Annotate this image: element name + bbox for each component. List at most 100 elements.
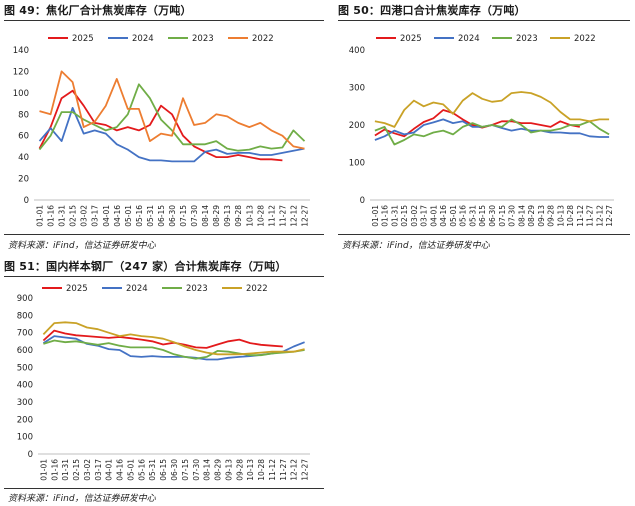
x-tick-label: 05-31	[148, 459, 157, 481]
x-tick-label: 10-28	[566, 205, 575, 227]
x-tick-label: 11-12	[268, 459, 277, 481]
x-tick-label: 01-01	[36, 205, 45, 227]
series-line-2022	[374, 91, 610, 128]
x-tick-label: 10-13	[556, 205, 565, 227]
x-tick-label: 05-31	[468, 205, 477, 227]
series-line-2024	[42, 335, 305, 361]
x-tick-label: 01-16	[50, 459, 59, 481]
x-tick-label: 07-15	[179, 205, 188, 227]
x-tick-label: 05-16	[459, 205, 468, 227]
y-tick-label: 300	[349, 84, 365, 94]
x-tick-label: 07-30	[192, 459, 201, 481]
y-tick-label: 600	[17, 346, 33, 356]
y-tick-label: 100	[17, 433, 33, 443]
x-tick-label: 08-14	[201, 205, 210, 227]
x-tick-label: 08-29	[212, 205, 221, 227]
x-tick-label: 08-14	[203, 459, 212, 481]
x-tick-label: 01-16	[381, 205, 390, 227]
x-tick-label: 07-15	[498, 205, 507, 227]
x-tick-label: 12-12	[595, 205, 604, 227]
x-tick-label: 06-30	[170, 459, 179, 481]
x-tick-label: 06-15	[159, 459, 168, 481]
x-tick-label: 01-01	[371, 205, 380, 227]
x-tick-label: 02-15	[72, 459, 81, 481]
y-tick-label: 120	[13, 67, 29, 77]
source-rule	[4, 234, 324, 235]
x-tick-label: 08-29	[527, 205, 536, 227]
x-tick-label: 05-31	[146, 205, 155, 227]
legend-label: 2025	[66, 284, 88, 294]
x-tick-label: 03-02	[410, 205, 419, 227]
y-tick-label: 100	[349, 159, 365, 169]
x-tick-label: 10-13	[245, 205, 254, 227]
y-tick-label: 60	[18, 132, 29, 142]
y-tick-label: 400	[17, 381, 33, 391]
series-line-2022	[42, 321, 305, 356]
title-rule	[338, 20, 630, 21]
source-rule	[338, 234, 630, 235]
legend-label: 2023	[186, 284, 208, 294]
x-tick-label: 09-13	[223, 205, 232, 227]
x-tick-label: 04-01	[102, 205, 111, 227]
y-tick-label: 100	[13, 89, 29, 99]
y-tick-label: 200	[17, 415, 33, 425]
figure-title: 图 50：四港口合计焦炭库存（万吨）	[338, 4, 526, 17]
x-tick-label: 04-16	[113, 205, 122, 227]
series-line-2023	[38, 83, 306, 152]
x-tick-label: 05-01	[124, 205, 133, 227]
legend-label: 2022	[574, 34, 596, 44]
y-tick-label: 700	[17, 329, 33, 339]
series-line-2023	[43, 339, 305, 360]
source-rule	[4, 488, 324, 489]
legend-label: 2022	[252, 34, 274, 44]
x-tick-label: 04-16	[439, 205, 448, 227]
x-tick-label: 07-30	[190, 205, 199, 227]
series-line-2025	[42, 329, 283, 349]
x-tick-label: 11-27	[586, 205, 595, 227]
title-rule	[4, 276, 324, 277]
x-tick-label: 11-27	[278, 205, 287, 227]
x-tick-label: 11-12	[267, 205, 276, 227]
series-line-2023	[374, 118, 610, 146]
figure-49-panel: 图 49：焦化厂合计焦炭库存（万吨） 0 20 40 60 80 100 120 140 01-…	[4, 2, 324, 252]
legend-label: 2024	[132, 34, 154, 44]
legend-label: 2024	[126, 284, 148, 294]
x-tick-label: 03-02	[80, 205, 89, 227]
x-tick-label: 12-12	[290, 459, 299, 481]
figure-50-chart: 0 100 200 300 400 01-01 01-16 01-31 02-15 03-02 03…	[349, 34, 614, 227]
y-tick-label: 0	[360, 196, 365, 206]
legend-label: 2023	[192, 34, 214, 44]
x-tick-label: 12-12	[289, 205, 298, 227]
figure-51-chart: 0 100 200 300 400 500 600 700 800 900 01-01 01-16 01…	[17, 284, 310, 481]
y-tick-label: 300	[17, 398, 33, 408]
x-tick-label: 05-01	[449, 205, 458, 227]
x-tick-label: 04-01	[429, 205, 438, 227]
x-tick-label: 08-14	[517, 205, 526, 227]
x-tick-label: 12-27	[605, 205, 614, 227]
x-tick-label: 01-31	[58, 205, 67, 227]
x-tick-label: 02-15	[69, 205, 78, 227]
x-tick-label: 03-02	[83, 459, 92, 481]
x-tick-label: 11-27	[279, 459, 288, 481]
x-tick-label: 09-28	[235, 459, 244, 481]
x-tick-label: 09-28	[234, 205, 243, 227]
x-tick-label: 03-17	[94, 459, 103, 481]
y-tick-label: 400	[349, 46, 365, 56]
x-tick-label: 04-16	[116, 459, 125, 481]
source-note: 资料来源：iFind，信达证券研发中心	[342, 241, 490, 251]
x-tick-label: 10-13	[246, 459, 255, 481]
x-tick-label: 09-28	[547, 205, 556, 227]
x-tick-label: 03-17	[420, 205, 429, 227]
legend-label: 2025	[72, 34, 94, 44]
title-rule	[4, 20, 324, 21]
y-tick-label: 140	[13, 46, 29, 56]
x-tick-label: 12-27	[301, 459, 310, 481]
x-tick-label: 01-16	[47, 205, 56, 227]
legend-label: 2024	[458, 34, 480, 44]
x-tick-label: 06-30	[488, 205, 497, 227]
x-tick-label: 06-15	[157, 205, 166, 227]
x-tick-label: 03-17	[91, 205, 100, 227]
x-tick-label: 05-16	[135, 205, 144, 227]
series-line-2025	[38, 89, 283, 162]
